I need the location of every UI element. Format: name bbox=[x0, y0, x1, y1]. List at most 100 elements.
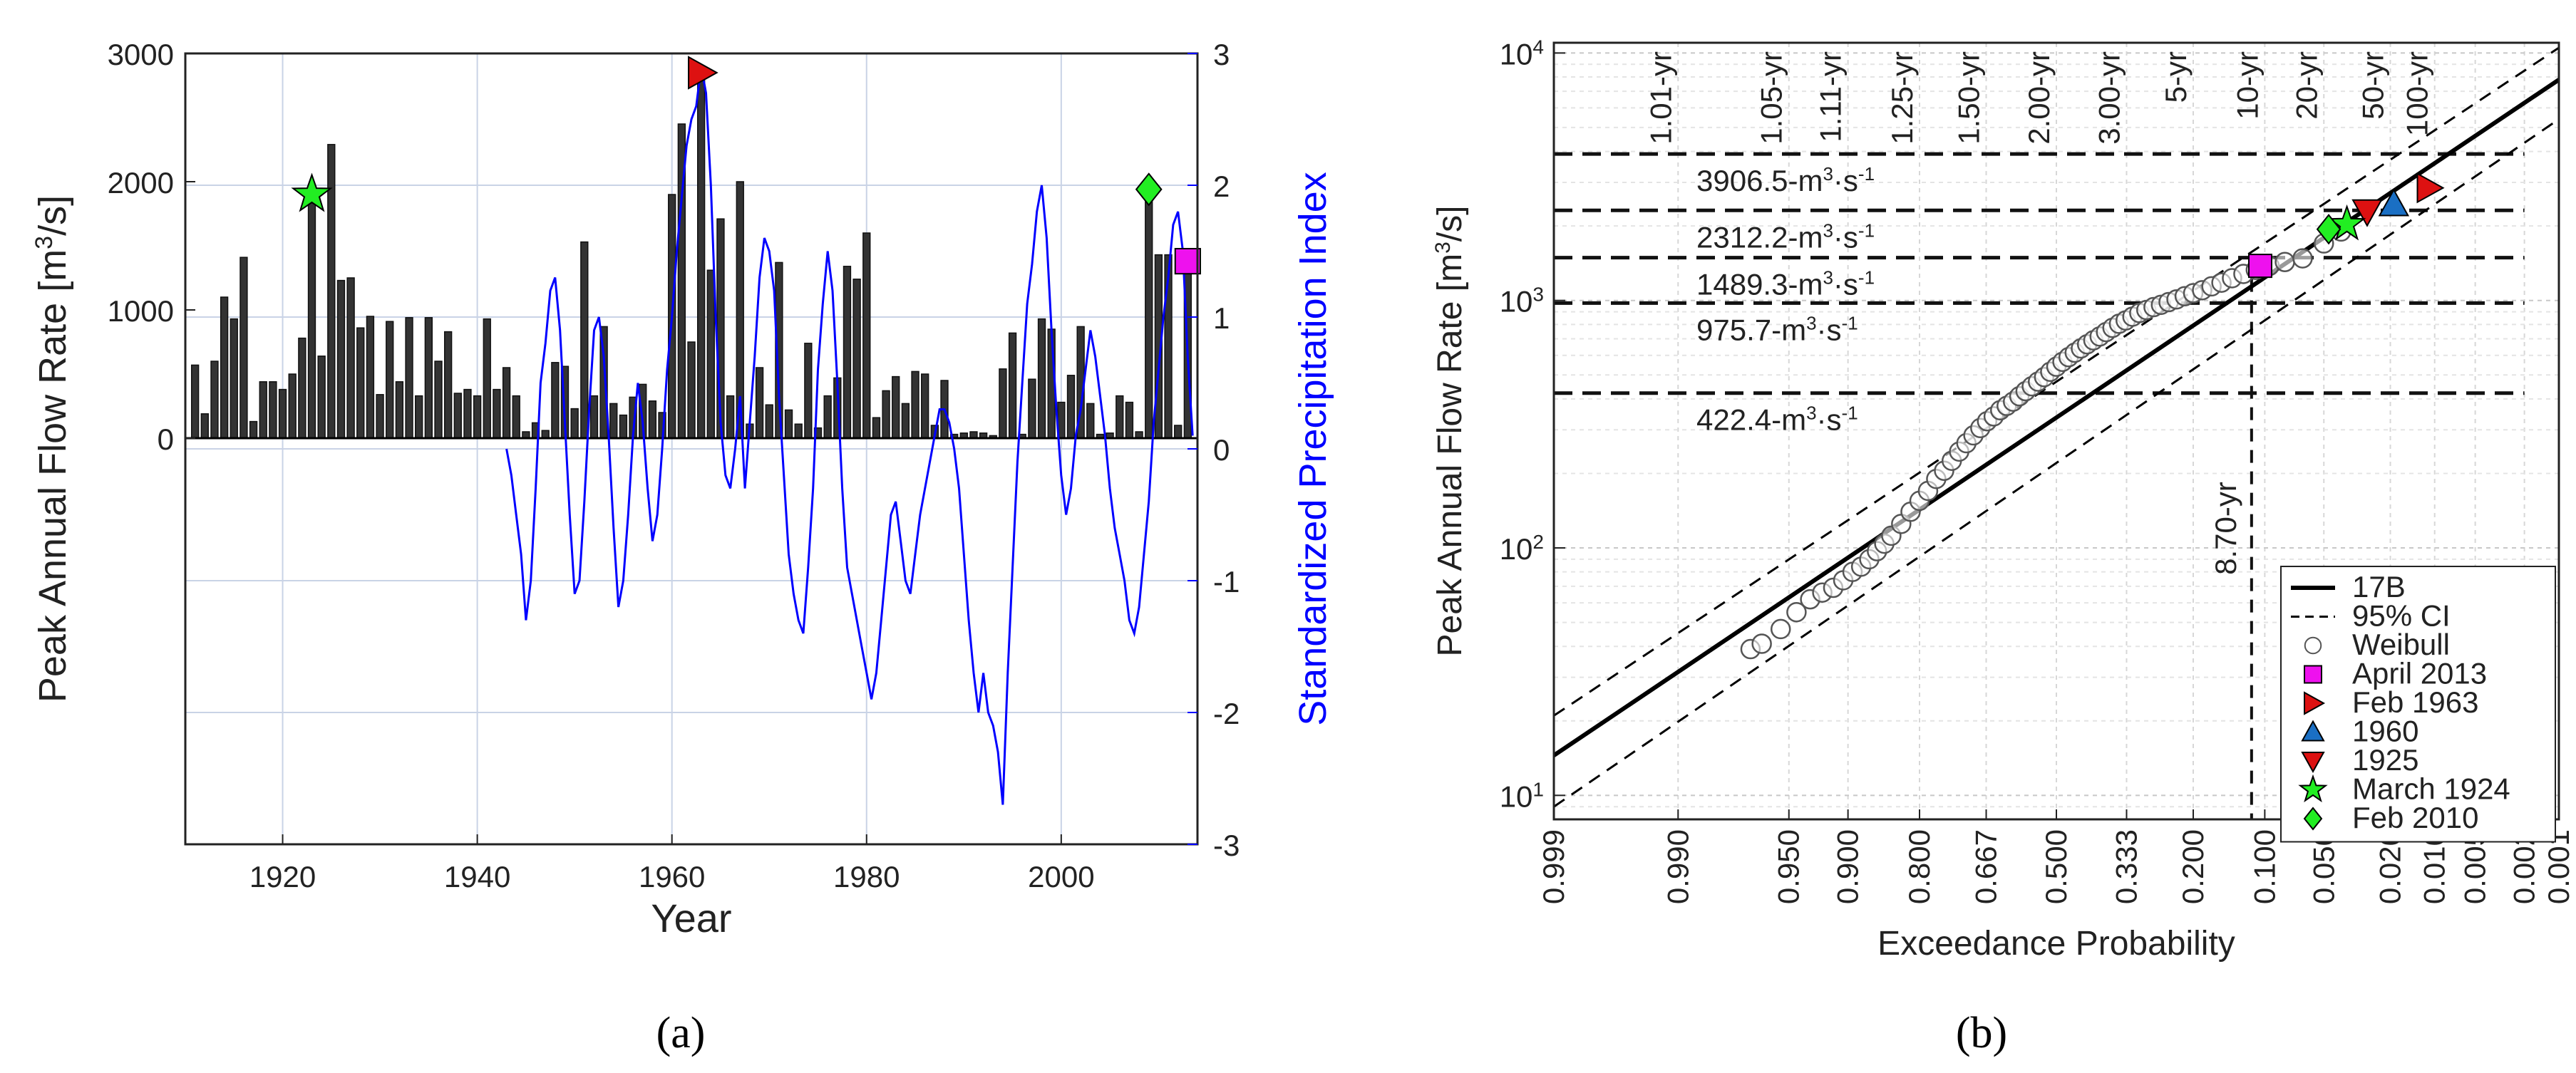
legend-swatch-circle bbox=[2304, 636, 2322, 655]
panel-b-threshold-label: 2312.2-m3·s-1 bbox=[1696, 219, 1875, 254]
panel-a-bar bbox=[1116, 395, 1124, 439]
legend-swatch-triangle-down bbox=[2301, 752, 2325, 774]
panel-a-bar bbox=[541, 430, 550, 439]
ytick-exp: 3 bbox=[1532, 283, 1544, 305]
panel-b-weibull-points bbox=[1740, 221, 2351, 660]
legend-swatch-triangle-up bbox=[2301, 720, 2325, 742]
panel-a-xtick-label: 2000 bbox=[1028, 860, 1094, 893]
panel-a-y2tick-label: -1 bbox=[1213, 565, 1240, 598]
panel-b-return-period-label: 100-yr bbox=[2401, 51, 2434, 136]
panel-b-threshold-label: 1489.3-m3·s-1 bbox=[1696, 267, 1875, 301]
panel-a-bar bbox=[502, 367, 511, 439]
panel-a-gridlines bbox=[185, 53, 1197, 845]
panel-b-return-period-labels: 1.01-yr 1.05-yr 1.11-yr 1.25-yr 1.50-yr 2.00-… bbox=[1644, 51, 2433, 145]
panel-b-xtick-label: 0.500 bbox=[2039, 829, 2073, 904]
panel-b-xlabel: Exceedance Probability bbox=[1877, 925, 2235, 963]
panel-a-bar bbox=[1028, 378, 1036, 439]
panel-b-xtick-label: 0.990 bbox=[1661, 829, 1694, 904]
panel-b-ylabel: Peak Annual Flow Rate [m3/s] bbox=[1431, 206, 1470, 657]
panel-a-bar bbox=[862, 232, 871, 439]
panel-b-fit-lines bbox=[1552, 46, 2560, 808]
panel-a-bar bbox=[424, 317, 433, 439]
ytick-base: 10 bbox=[1500, 285, 1533, 318]
panel-a-bar bbox=[220, 296, 229, 439]
panel-b-event-diamond bbox=[2316, 214, 2341, 245]
panel-a-ytick-label: 1000 bbox=[108, 294, 174, 328]
panel-a-bar bbox=[726, 395, 735, 439]
panel-a-bar bbox=[794, 423, 803, 439]
panel-a-spi-line bbox=[505, 66, 1194, 805]
panel-a-ytick-label: 2000 bbox=[108, 166, 174, 199]
panel-a-bar bbox=[1066, 375, 1076, 439]
panel-a-bar bbox=[200, 413, 209, 439]
panel-b-event-triangle-down bbox=[2351, 199, 2383, 227]
panel-a-bar bbox=[804, 343, 813, 439]
panel-a-event-markers bbox=[291, 56, 1201, 275]
panel-b-weibull-point bbox=[1751, 633, 1772, 654]
panel-b-threshold-label: 422.4-m3·s-1 bbox=[1696, 403, 1858, 437]
panel-a-bar bbox=[999, 368, 1007, 439]
panel-b-event-square bbox=[2247, 254, 2272, 279]
panel-a-bar bbox=[1086, 403, 1095, 439]
panel-a-bar bbox=[395, 381, 404, 439]
panel-b-xtick-label: 0.333 bbox=[2109, 829, 2143, 904]
panel-a-bar bbox=[765, 404, 773, 439]
panel-b-weibull-point bbox=[2292, 248, 2313, 269]
panel-a-bar bbox=[366, 316, 375, 439]
legend-label: Feb 2010 bbox=[2352, 801, 2478, 834]
panel-a-bar bbox=[872, 417, 881, 439]
panel-a-bar bbox=[443, 331, 453, 439]
panel-a-ylabel: Peak Annual Flow Rate [m3/s] bbox=[31, 195, 74, 703]
panel-b-event-markers bbox=[2247, 172, 2445, 279]
panel-a-event-diamond bbox=[1135, 172, 1163, 207]
legend-swatch-square bbox=[2304, 665, 2322, 684]
panel-a-bar bbox=[921, 373, 929, 439]
panel-b-xtick-label: 0.900 bbox=[1831, 829, 1865, 904]
panel-a-ytick-label: 0 bbox=[158, 423, 174, 456]
panel-a-event-star bbox=[291, 172, 333, 212]
panel-a-spi-series bbox=[505, 66, 1194, 805]
panel-b-event-triangle-right bbox=[2416, 172, 2445, 204]
panel-b-return-period-label: 5-yr bbox=[2159, 51, 2193, 103]
panel-a-bar bbox=[901, 403, 910, 439]
panel-a-bar bbox=[317, 356, 326, 439]
panel-a-bar bbox=[1008, 332, 1017, 439]
panel-b-return-period-label: 1.25-yr bbox=[1885, 51, 1919, 145]
panel-a-bar bbox=[882, 390, 890, 439]
panel-a-bar bbox=[619, 414, 628, 439]
panel-a-bar bbox=[434, 361, 443, 439]
ytick-exp: 4 bbox=[1532, 36, 1544, 58]
caption-b: (b) bbox=[1956, 1009, 2007, 1057]
panel-b-threshold-label: 975.7-m3·s-1 bbox=[1696, 312, 1858, 346]
panel-a-bar bbox=[269, 381, 277, 439]
panel-b-xtick-label: 0.950 bbox=[1772, 829, 1805, 904]
panel-a-bar bbox=[239, 256, 248, 439]
panel-b-return-period-label: 3.00-yr bbox=[2092, 51, 2126, 145]
panel-b-xtick-label: 0.200 bbox=[2176, 829, 2210, 904]
legend-swatch-triangle-right bbox=[2304, 691, 2326, 715]
legend-label: April 2013 bbox=[2352, 657, 2487, 690]
panel-b-ytick-label: 101 bbox=[1500, 778, 1544, 814]
ytick-exp: 1 bbox=[1532, 778, 1544, 800]
panel-a-x-ticks: 1920 1940 1960 1980 2000 bbox=[249, 834, 1095, 893]
panel-a-y2tick-label: 2 bbox=[1213, 170, 1230, 203]
panel-b-return-period-label: 1.01-yr bbox=[1644, 51, 1677, 145]
panel-a-bar bbox=[376, 394, 384, 439]
panel-a-bar bbox=[589, 395, 599, 439]
panel-b-threshold-lines: 3906.5-m3·s-1 2312.2-m3·s-1 1489.3-m3·s-1 9… bbox=[1554, 152, 2525, 819]
panel-a-y-ticks: 0 1000 2000 3000 bbox=[108, 38, 195, 456]
panel-b-xtick-label: 0.999 bbox=[1537, 829, 1570, 904]
panel-a-bar bbox=[706, 269, 715, 439]
ytick-base: 10 bbox=[1500, 532, 1533, 566]
panel-b-event-triangle-up bbox=[2378, 188, 2410, 217]
panel-a-bar bbox=[911, 370, 919, 439]
panel-b-weibull-point bbox=[2274, 252, 2295, 272]
panel-a-bar bbox=[823, 395, 832, 439]
ytick-base: 10 bbox=[1500, 37, 1533, 71]
panel-a-event-triangle-right bbox=[688, 56, 718, 90]
panel-b-return-period-label: 50-yr bbox=[2356, 51, 2390, 120]
panel-a-bar bbox=[551, 362, 560, 439]
